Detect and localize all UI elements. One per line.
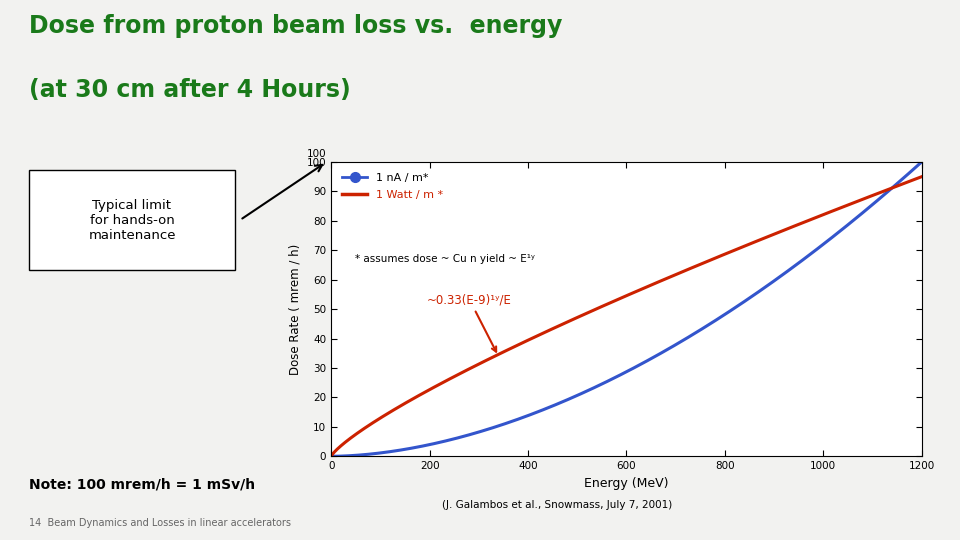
X-axis label: Energy (MeV): Energy (MeV) xyxy=(584,477,669,490)
Text: * assumes dose ~ Cu n yield ~ E¹ʸ: * assumes dose ~ Cu n yield ~ E¹ʸ xyxy=(355,254,535,264)
Text: 100: 100 xyxy=(307,149,326,159)
Text: 14  Beam Dynamics and Losses in linear accelerators: 14 Beam Dynamics and Losses in linear ac… xyxy=(29,518,291,528)
Text: Dose from proton beam loss vs.  energy: Dose from proton beam loss vs. energy xyxy=(29,14,563,37)
Text: ~0.33(E-9)¹ʸ/E: ~0.33(E-9)¹ʸ/E xyxy=(427,293,512,352)
Text: Typical limit
for hands-on
maintenance: Typical limit for hands-on maintenance xyxy=(88,199,176,241)
Text: (at 30 cm after 4 Hours): (at 30 cm after 4 Hours) xyxy=(29,78,350,102)
Text: Note: 100 mrem/h = 1 mSv/h: Note: 100 mrem/h = 1 mSv/h xyxy=(29,478,255,492)
Text: (J. Galambos et al., Snowmass, July 7, 2001): (J. Galambos et al., Snowmass, July 7, 2… xyxy=(442,500,672,510)
Y-axis label: Dose Rate ( mrem / h): Dose Rate ( mrem / h) xyxy=(288,244,301,375)
Legend: 1 nA / m*, 1 Watt / m *: 1 nA / m*, 1 Watt / m * xyxy=(337,167,448,205)
